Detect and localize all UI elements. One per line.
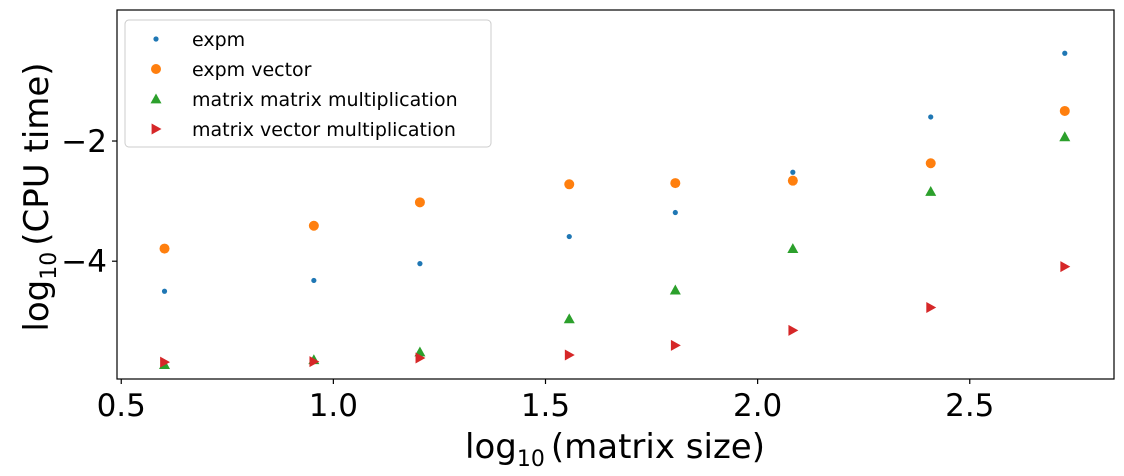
x-axis: 0.5 1.0 1.5 2.0 2.5 <box>97 379 994 424</box>
y-axis-label-subscript: 10 <box>37 252 62 280</box>
data-point <box>417 261 423 267</box>
data-point <box>670 339 681 351</box>
x-tick-label: 2.0 <box>733 388 782 424</box>
x-tick-label: 1.0 <box>309 388 358 424</box>
series-expm <box>161 50 1068 294</box>
legend-box <box>124 19 492 148</box>
y-tick-label: −2 <box>61 124 107 160</box>
y-axis: −2 −4 <box>61 124 117 280</box>
legend: expm expm vector matrix matrix multiplicat… <box>124 19 492 148</box>
x-tick-label: 2.5 <box>945 388 994 424</box>
data-point <box>1060 261 1071 273</box>
legend-label: expm <box>192 29 245 51</box>
data-point <box>669 284 681 295</box>
legend-marker <box>151 64 161 74</box>
data-point <box>160 356 171 368</box>
series-matrix-vector-multiplication <box>160 261 1071 368</box>
y-axis-label-rest: (CPU time) <box>17 62 57 245</box>
legend-label: matrix matrix multiplication <box>192 89 458 111</box>
data-point <box>925 158 936 169</box>
x-axis-label: log10 (matrix size) <box>465 427 765 472</box>
x-axis-label-rest: (matrix size) <box>551 427 765 467</box>
data-marks <box>159 50 1071 369</box>
legend-marker <box>153 36 159 42</box>
legend-marker <box>151 123 162 135</box>
data-point <box>1059 131 1071 142</box>
data-point <box>311 277 317 284</box>
data-point <box>309 356 320 368</box>
data-point <box>787 175 798 186</box>
y-axis-label: log10 (CPU time) <box>17 62 62 331</box>
data-point <box>161 288 168 294</box>
data-point <box>1059 105 1070 116</box>
data-point <box>414 197 425 208</box>
data-point <box>563 313 575 324</box>
series-expm-vector <box>159 105 1070 254</box>
data-point <box>308 220 319 231</box>
data-point <box>788 324 799 336</box>
data-point <box>566 233 572 240</box>
legend-label: matrix vector multiplication <box>192 119 456 141</box>
x-tick-label: 1.5 <box>521 388 570 424</box>
y-tick-label: −4 <box>61 244 107 280</box>
plot-area-frame <box>116 9 1115 380</box>
data-point <box>564 349 575 361</box>
data-point <box>159 243 170 254</box>
data-point <box>928 114 934 120</box>
data-point <box>672 209 678 216</box>
x-axis-label-prefix: log <box>465 427 517 467</box>
y-axis-label-prefix: log <box>17 280 57 332</box>
data-point <box>790 169 796 175</box>
data-point <box>925 185 937 196</box>
x-axis-label-subscript: 10 <box>517 447 545 472</box>
legend-marker <box>150 93 162 104</box>
data-point <box>415 352 426 364</box>
data-point <box>926 301 937 313</box>
data-point <box>1062 50 1068 56</box>
data-point <box>564 179 575 190</box>
x-tick-label: 0.5 <box>97 388 146 424</box>
legend-label: expm vector <box>192 59 312 81</box>
data-point <box>670 178 681 189</box>
data-point <box>787 243 799 253</box>
